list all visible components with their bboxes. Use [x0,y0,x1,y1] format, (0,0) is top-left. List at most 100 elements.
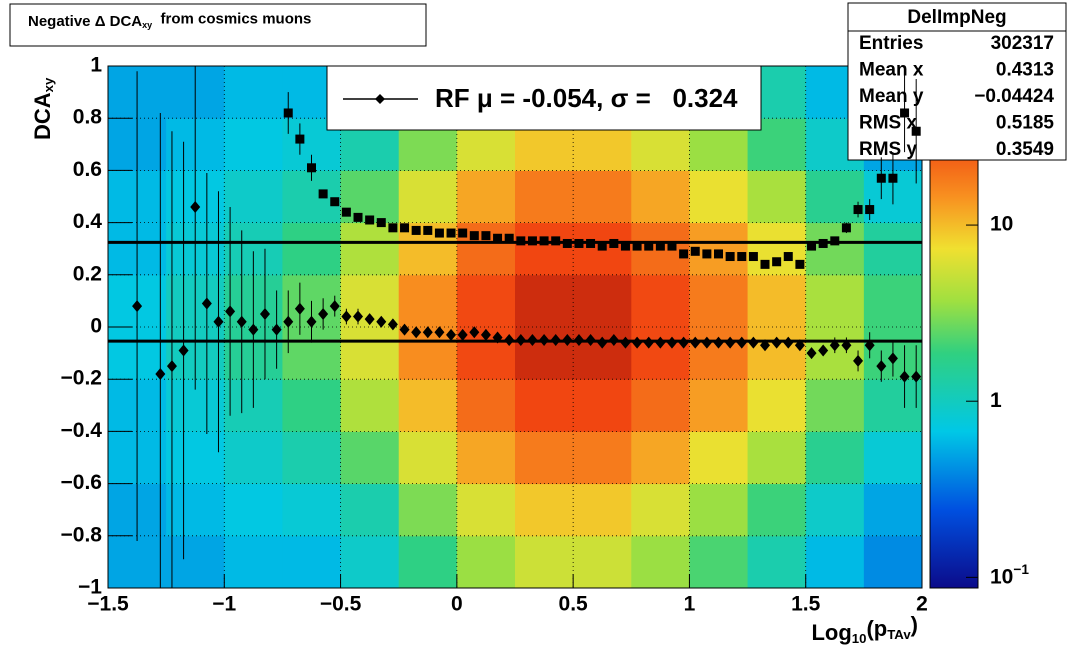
diamond-marker [899,370,910,383]
square-marker [493,233,503,243]
diamond-marker [259,307,270,320]
stats-label: RMS y [859,139,918,160]
square-marker [865,205,875,215]
heat-cell [631,379,690,432]
diamond-marker [736,336,747,349]
heat-cell [282,431,342,485]
diamond-marker [713,336,724,349]
square-marker [853,205,863,215]
square-marker [376,218,386,228]
heat-cell [863,535,922,588]
z-tick-label: 10 [990,213,1013,236]
stats-label: Mean x [859,60,924,81]
square-marker [365,215,375,225]
diamond-marker [399,323,410,336]
square-marker [807,241,817,251]
text-segment: from cosmics muons [152,10,311,27]
subscript: 10 [852,631,867,646]
heat-cell [282,222,342,276]
diamond-marker [132,300,143,313]
heat-cell [863,379,922,432]
x-tick-label: −1.5 [87,593,129,616]
diamond-marker [748,336,759,349]
heat-cell [573,483,632,537]
x-tick-label: 1 [684,593,696,616]
y-tick-label: 0.8 [73,106,103,129]
stats-value: 0.4313 [996,60,1054,81]
heat-cell [224,535,283,588]
square-marker [469,231,479,241]
heat-cell [805,483,865,537]
square-marker [609,238,619,248]
diamond-marker [306,315,317,328]
square-marker [307,163,316,173]
subscript: TAv [887,627,911,642]
diamond-marker [783,336,794,349]
heat-cell [747,274,807,328]
y-tick-label: −0.4 [61,419,103,442]
square-marker [876,173,886,183]
heat-cell [747,483,807,537]
square-marker [318,189,328,199]
diamond-marker [643,336,654,349]
heat-cell [340,535,400,588]
y-tick-label: −0.6 [61,471,102,494]
stats-value: 302317 [991,33,1054,54]
x-tick-label: −1 [212,593,236,616]
diamond-marker [434,326,445,339]
square-marker [655,241,665,251]
square-marker [574,238,584,248]
diamond-marker [329,300,340,313]
heat-cell [689,483,749,537]
heat-cell [224,483,283,537]
diamond-marker [213,315,224,328]
heat-cell [340,327,400,380]
diamond-marker [225,305,236,318]
heat-cell [515,222,574,276]
heat-cell [747,170,807,224]
diamond-marker [853,354,864,367]
z-tick-base: 10 [990,565,1013,588]
diamond-marker [387,318,398,331]
stats-box: DelImpNeg Entries 302317 Mean x 0.4313 Mean … [847,2,1067,161]
diamond-marker [771,336,782,349]
diamond-marker [818,344,829,357]
stats-value: −0.04424 [974,86,1054,107]
heat-cell [805,274,865,328]
diamond-marker [876,360,887,373]
stats-label: Entries [859,33,923,54]
heat-cell [631,274,690,328]
text-segment: ) [911,612,918,637]
heat-cell [340,483,400,537]
y-tick-label: 0.6 [73,158,102,181]
heat-cell [515,170,574,224]
square-marker [434,228,444,238]
z-tick-exponent: −1 [1013,561,1029,576]
heat-cell [108,535,167,588]
heat-cell [631,431,690,485]
heat-cell [863,483,922,537]
diamond-marker [678,336,689,349]
subscript: xy [41,77,56,92]
heat-cell [456,379,516,432]
x-axis-title: Log10(pTAv) [811,612,918,647]
diamond-marker [492,331,503,344]
diamond-marker [376,315,387,328]
square-marker [458,228,468,238]
square-marker [411,225,421,235]
heat-cell [689,327,749,380]
diamond-marker [248,323,259,336]
text-segment: DCA [30,92,55,140]
heat-cell [224,431,283,485]
legend: RF μ = -0.054, σ = 0.324 [326,65,762,131]
heat-cell [398,431,458,485]
diamond-marker [597,336,608,349]
heat-cell [166,431,225,485]
diamond-marker [911,370,922,383]
heat-cell [282,535,342,588]
heat-cell [282,379,342,432]
diamond-marker [539,334,550,347]
heat-cell [456,535,516,588]
heat-cell [398,535,458,588]
title-box [9,3,427,47]
